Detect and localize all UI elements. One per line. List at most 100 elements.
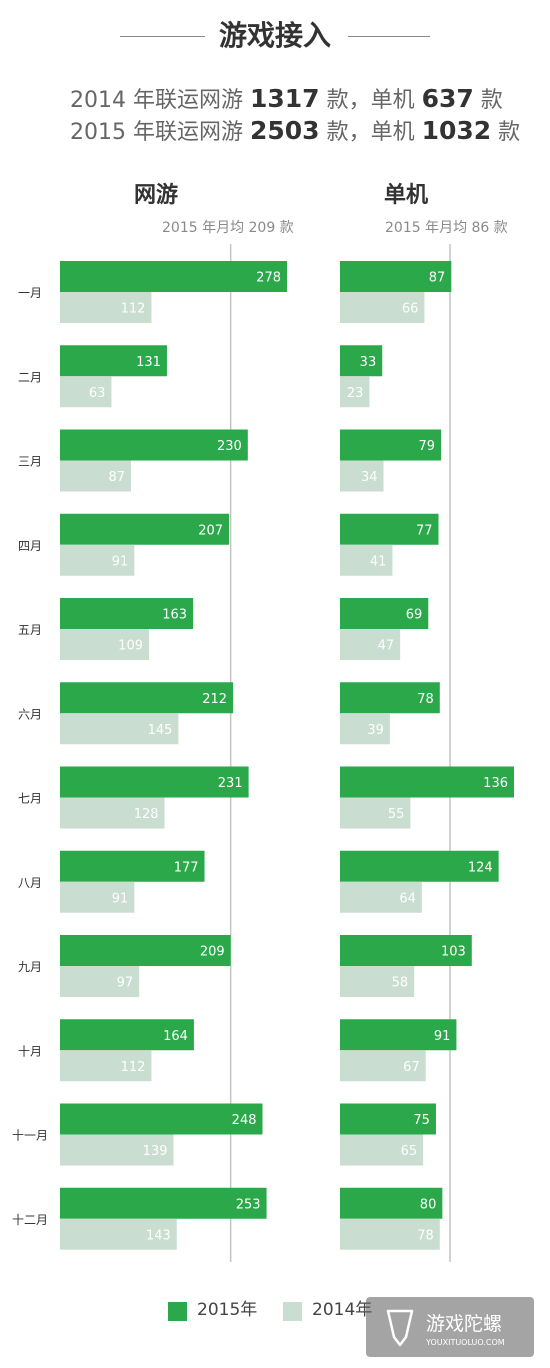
month-label: 二月 [18,370,42,384]
month-label: 五月 [18,623,42,637]
single-bar-2015 [340,850,499,882]
summary-2014-unit: 款 [473,88,503,113]
spinning-top-icon [386,1309,414,1347]
single-data-label: 41 [370,554,387,569]
single-data-label: 33 [360,355,377,370]
online-data-label: 177 [174,860,199,875]
online-data-label: 91 [112,554,129,569]
online-data-label: 139 [143,1144,168,1159]
online-bar-2015 [60,429,248,461]
summary-2014-online-count: 1317 [249,84,320,113]
single-bar-2014 [340,1218,440,1250]
online-bar-2014 [60,629,150,660]
single-bar-2014 [340,460,384,492]
online-data-label: 112 [121,302,146,317]
single-data-label: 136 [483,776,508,791]
watermark-url: YOUXITUOLUO.COM [425,1338,505,1347]
single-data-label: 65 [401,1144,418,1159]
legend-2015-swatch [168,1302,187,1321]
online-data-label: 163 [162,608,187,623]
single-bar-2014 [340,881,422,913]
single-data-label: 80 [420,1197,437,1212]
online-data-label: 131 [136,355,161,370]
single-data-label: 69 [406,608,423,623]
single-data-label: 39 [367,723,384,738]
online-data-label: 91 [112,891,129,906]
summary-2014: 2014 年联运网游 1317 款，单机 637 款 [70,83,503,117]
month-label: 十月 [18,1044,42,1058]
single-data-label: 124 [468,860,493,875]
single-data-label: 103 [441,945,466,960]
single-bar-2015 [340,429,442,461]
online-bar-2015 [60,513,230,545]
online-data-label: 87 [108,470,125,485]
online-bar-2015 [60,766,249,798]
online-data-label: 145 [148,723,173,738]
online-bar-2014 [60,713,179,745]
title-rule-left [120,36,205,37]
summary-2015-single-count: 1032 [421,116,492,145]
single-bar-2014 [340,966,415,997]
single-data-label: 79 [419,439,436,454]
summary-2014-single-count: 637 [421,84,474,113]
online-chart-subtitle: 2015 年月均 209 款 [162,220,294,236]
online-data-label: 143 [146,1228,171,1243]
online-bar-2015 [60,1187,267,1219]
online-data-label: 248 [232,1113,257,1128]
single-bar-2014 [340,1050,426,1082]
online-data-label: 97 [117,976,134,991]
single-bar-2015 [340,766,514,798]
month-label: 一月 [18,286,42,300]
single-bar-2015 [340,345,383,377]
online-data-label: 278 [256,271,281,286]
single-data-label: 67 [403,1060,420,1075]
single-bar-2015 [340,598,429,629]
online-data-label: 128 [134,807,159,822]
online-bar-2014 [60,1050,152,1082]
single-chart-title: 单机 [384,183,429,208]
online-bar-2014 [60,292,152,323]
month-label: 七月 [18,792,42,806]
single-data-label: 77 [416,523,433,538]
online-data-label: 230 [217,439,242,454]
single-bar-2014 [340,797,411,829]
online-data-label: 112 [121,1060,146,1075]
summary-2015: 2015 年联运网游 2503 款，单机 1032 款 [70,115,520,149]
summary-2014-mid: 款，单机 [319,88,422,113]
single-bar-2015 [340,513,439,545]
online-bar-2014 [60,544,135,576]
single-data-label: 64 [399,891,416,906]
watermark-logo: 游戏陀螺 YOUXITUOLUO.COM [366,1297,534,1357]
month-label: 三月 [18,455,42,469]
online-data-label: 231 [218,776,243,791]
online-bar-2014 [60,1218,177,1250]
online-bar-2015 [60,598,194,629]
single-data-label: 91 [434,1029,451,1044]
month-label: 八月 [18,876,42,890]
single-data-label: 55 [388,807,405,822]
online-bar-2014 [60,460,132,492]
title-rule-right [348,36,430,37]
single-data-label: 66 [402,302,419,317]
single-bar-2015 [340,935,472,966]
single-bar-2014 [340,1134,424,1166]
legend-2014-label: 2014年 [312,1300,373,1320]
single-bar-2015 [340,682,440,714]
month-label: 十一月 [12,1129,48,1143]
single-data-label: 78 [417,1228,434,1243]
online-data-label: 164 [163,1029,188,1044]
single-bar-2014 [340,544,393,576]
single-data-label: 75 [413,1113,430,1128]
single-bar-2015 [340,261,452,292]
online-data-label: 207 [198,523,223,538]
month-label: 九月 [18,960,42,974]
online-data-label: 212 [202,692,227,707]
legend-2014-swatch [283,1302,302,1321]
single-data-label: 78 [417,692,434,707]
online-bar-2014 [60,1134,174,1166]
online-data-label: 63 [89,386,106,401]
single-bar-2015 [340,1103,436,1135]
online-bar-2015 [60,261,287,292]
summary-2015-label: 2015 年联运网游 [70,120,250,145]
single-bar-2015 [340,1019,457,1051]
